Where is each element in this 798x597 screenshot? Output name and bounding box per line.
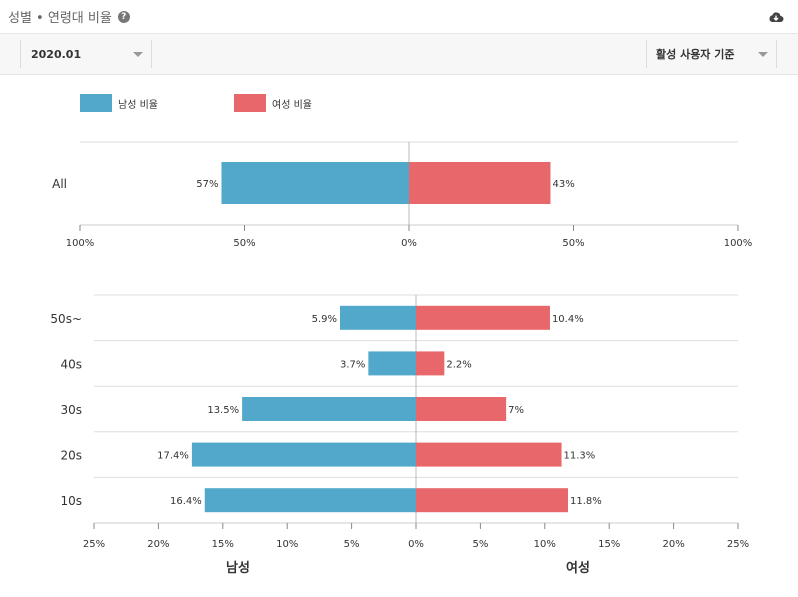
divider: [646, 40, 647, 68]
x-tick-label: 5%: [472, 539, 488, 550]
x-tick-label: 100%: [724, 238, 753, 249]
basis-value: 활성 사용자 기준: [656, 48, 735, 61]
x-tick-label: 10%: [276, 539, 298, 550]
bar-male-all: [221, 162, 409, 204]
x-tick-label: 20%: [147, 539, 169, 550]
category-label: All: [52, 177, 67, 191]
x-axis-label-male: 남성: [226, 560, 250, 576]
bar-female: [416, 351, 445, 376]
legend-label-male: 남성 비율: [118, 99, 158, 111]
category-label: 50s~: [50, 312, 82, 326]
x-tick-label: 10%: [534, 539, 556, 550]
x-tick-label: 5%: [344, 539, 360, 550]
x-tick-label: 25%: [727, 539, 749, 550]
bar-female: [416, 397, 507, 421]
legend-label-female: 여성 비율: [272, 99, 312, 111]
legend-item-female[interactable]: 여성 비율: [234, 94, 312, 112]
bar-male: [340, 305, 416, 330]
divider: [151, 40, 152, 68]
widget-header: 성별 • 연령대 비율 ?: [0, 0, 798, 32]
data-label-female: 10.4%: [552, 314, 584, 325]
divider: [20, 40, 21, 68]
period-select[interactable]: 2020.01: [31, 34, 143, 74]
bar-male: [191, 442, 416, 467]
x-tick-label: 25%: [83, 539, 105, 550]
data-label-male: 17.4%: [157, 451, 189, 462]
data-label-male: 3.7%: [340, 359, 365, 370]
legend-swatch-female: [234, 94, 266, 112]
x-tick-label: 50%: [562, 238, 584, 249]
legend-swatch-male: [80, 94, 112, 112]
data-label-male: 16.4%: [170, 496, 202, 507]
data-label-female: 11.3%: [564, 451, 596, 462]
bar-female-all: [409, 162, 551, 204]
basis-select[interactable]: 활성 사용자 기준: [656, 34, 768, 74]
data-label-female: 43%: [552, 179, 574, 190]
filter-bar: 2020.01 활성 사용자 기준: [0, 33, 798, 75]
bar-female: [416, 305, 550, 330]
x-tick-label: 0%: [408, 539, 424, 550]
data-label-female: 2.2%: [446, 359, 471, 370]
period-value: 2020.01: [31, 47, 82, 61]
divider: [776, 40, 777, 68]
x-tick-label: 50%: [233, 238, 255, 249]
x-tick-label: 15%: [598, 539, 620, 550]
chevron-down-icon: [758, 51, 768, 57]
chevron-down-icon: [133, 51, 143, 57]
data-label-male: 57%: [196, 179, 218, 190]
data-label-male: 13.5%: [207, 405, 239, 416]
category-label: 30s: [60, 403, 82, 417]
bar-male: [204, 488, 416, 513]
bar-male: [368, 351, 416, 376]
bar-female: [416, 442, 562, 467]
legend-item-male[interactable]: 남성 비율: [80, 94, 158, 112]
x-tick-label: 15%: [212, 539, 234, 550]
category-label: 40s: [60, 357, 82, 371]
data-label-female: 11.8%: [570, 496, 602, 507]
bar-female: [416, 488, 568, 513]
data-label-female: 7%: [508, 405, 524, 416]
x-tick-label: 20%: [662, 539, 684, 550]
data-label-male: 5.9%: [312, 314, 337, 325]
x-axis-label-female: 여성: [566, 560, 590, 576]
category-label: 10s: [60, 494, 82, 508]
cloud-download-icon[interactable]: [768, 8, 784, 27]
x-tick-label: 100%: [66, 238, 95, 249]
title-text: 성별 • 연령대 비율: [8, 11, 112, 26]
category-label: 20s: [60, 449, 82, 463]
x-tick-label: 0%: [401, 238, 417, 249]
question-circle-icon[interactable]: ?: [117, 10, 130, 23]
bar-male: [242, 397, 416, 421]
widget-title: 성별 • 연령대 비율 ?: [8, 7, 130, 26]
